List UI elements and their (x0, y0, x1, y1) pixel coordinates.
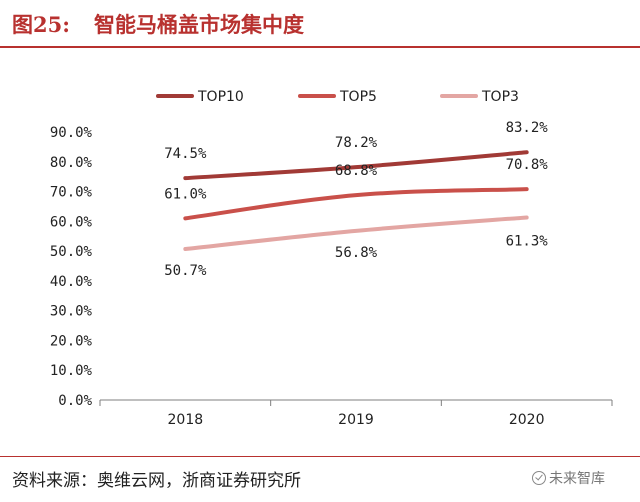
data-label-top5: 68.8% (335, 163, 378, 179)
legend-label-top3: TOP3 (481, 89, 519, 105)
y-tick-label: 20.0% (50, 333, 93, 349)
figure-header: 图25: 智能马桶盖市场集中度 (0, 0, 640, 48)
footer-divider (0, 456, 640, 457)
y-tick-label: 30.0% (50, 304, 93, 320)
data-label-top10: 74.5% (164, 146, 207, 162)
data-label-top3: 61.3% (506, 233, 549, 249)
y-tick-label: 40.0% (50, 274, 93, 290)
watermark: 未来智库 (532, 468, 605, 488)
figure-number: 图25: (12, 12, 70, 37)
data-label-top10: 83.2% (506, 120, 549, 136)
data-label-top5: 61.0% (164, 186, 207, 202)
series-line-top3 (183, 215, 529, 252)
source-note: 资料来源：奥维云网，浙商证券研究所 (12, 471, 301, 491)
x-tick-label: 2019 (338, 412, 374, 428)
y-tick-label: 10.0% (50, 363, 93, 379)
data-label-top5: 70.8% (506, 157, 549, 173)
y-tick-label: 80.0% (50, 155, 93, 171)
y-tick-label: 50.0% (50, 244, 93, 260)
y-tick-label: 70.0% (50, 185, 93, 201)
series-line-top10 (183, 150, 529, 181)
data-label-top3: 50.7% (164, 263, 207, 279)
watermark-icon (532, 471, 546, 485)
legend-label-top10: TOP10 (197, 89, 244, 105)
chart-title: 智能马桶盖市场集中度 (94, 12, 304, 37)
y-tick-label: 0.0% (58, 393, 92, 409)
line-chart: 0.0% 10.0% 20.0% 30.0% 40.0% 50.0% 60.0% 70.0% 8… (50, 89, 613, 428)
x-tick-label: 2020 (509, 412, 545, 428)
x-tick-label: 2018 (168, 412, 204, 428)
y-tick-label: 60.0% (50, 214, 93, 230)
series-line-top5 (183, 187, 529, 221)
y-tick-label: 90.0% (50, 125, 93, 141)
data-label-top10: 78.2% (335, 135, 378, 151)
legend-label-top5: TOP5 (339, 89, 377, 105)
watermark-text: 未来智库 (549, 471, 605, 487)
data-label-top3: 56.8% (335, 245, 378, 261)
